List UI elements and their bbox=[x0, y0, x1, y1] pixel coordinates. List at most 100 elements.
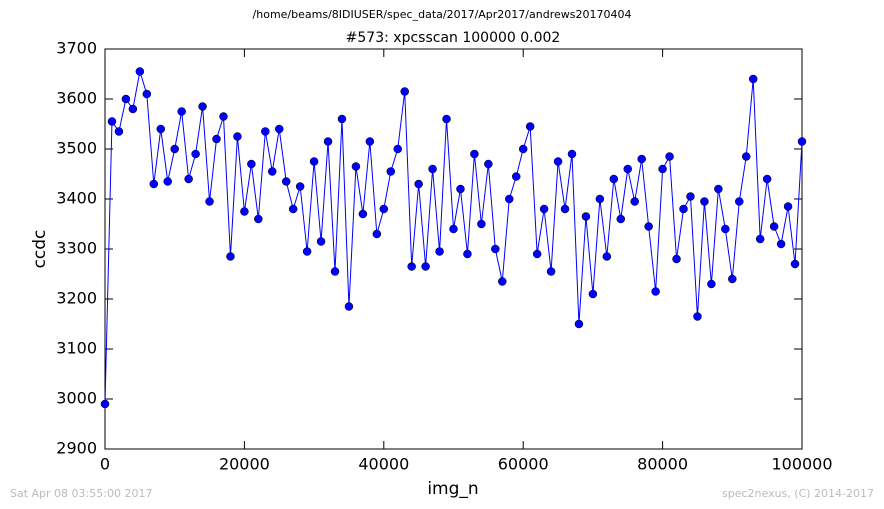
data-point bbox=[344, 302, 354, 311]
data-point bbox=[156, 124, 166, 134]
data-point bbox=[275, 124, 284, 134]
x-tick-label: 60000 bbox=[498, 455, 549, 474]
data-point bbox=[212, 134, 221, 144]
data-line bbox=[104, 71, 803, 405]
data-point bbox=[309, 157, 319, 166]
data-point bbox=[672, 254, 681, 264]
data-point bbox=[574, 319, 584, 329]
data-point bbox=[693, 312, 702, 321]
data-point bbox=[379, 204, 389, 214]
data-point bbox=[163, 177, 172, 186]
data-point bbox=[721, 224, 730, 234]
data-point bbox=[553, 157, 563, 166]
data-point bbox=[407, 262, 416, 271]
x-tick-label: 40000 bbox=[358, 455, 409, 474]
data-point bbox=[651, 287, 660, 296]
data-point bbox=[233, 132, 242, 141]
data-point bbox=[470, 149, 479, 159]
data-point bbox=[386, 167, 396, 176]
data-point bbox=[330, 267, 340, 276]
data-point bbox=[511, 172, 521, 181]
y-tick-label: 3000 bbox=[56, 389, 97, 408]
data-point bbox=[449, 224, 458, 234]
data-point bbox=[281, 177, 291, 186]
data-point bbox=[198, 102, 207, 111]
data-point bbox=[247, 159, 256, 169]
data-point bbox=[658, 164, 667, 174]
data-point bbox=[595, 194, 605, 204]
data-point bbox=[456, 184, 465, 194]
data-point bbox=[421, 262, 430, 271]
data-point bbox=[128, 104, 138, 114]
data-point bbox=[393, 144, 402, 154]
data-point bbox=[714, 184, 723, 194]
data-point bbox=[254, 214, 263, 224]
data-point bbox=[316, 237, 326, 246]
data-point bbox=[637, 154, 646, 164]
data-point bbox=[484, 159, 493, 169]
data-point bbox=[261, 127, 270, 136]
data-point bbox=[428, 164, 437, 174]
data-point bbox=[442, 114, 451, 124]
data-point bbox=[114, 127, 124, 136]
y-tick-label: 3400 bbox=[56, 189, 97, 208]
data-point bbox=[240, 207, 249, 216]
data-point bbox=[588, 289, 598, 299]
x-tick-label: 20000 bbox=[219, 455, 270, 474]
data-point bbox=[302, 247, 312, 256]
data-point bbox=[630, 197, 639, 206]
chart-title: #573: xpcsscan 100000 0.002 bbox=[346, 30, 561, 46]
data-point bbox=[219, 112, 228, 121]
data-point bbox=[686, 192, 695, 201]
data-point bbox=[762, 174, 772, 184]
data-point bbox=[679, 204, 688, 214]
data-point bbox=[700, 197, 709, 206]
data-point bbox=[149, 179, 159, 189]
data-point bbox=[790, 259, 800, 269]
y-tick-label: 2900 bbox=[56, 439, 97, 458]
data-point bbox=[295, 182, 305, 191]
data-point bbox=[769, 222, 779, 231]
x-tick-label: 100000 bbox=[771, 455, 832, 474]
x-tick-label: 80000 bbox=[637, 455, 688, 474]
data-point bbox=[142, 89, 152, 99]
data-point bbox=[323, 137, 333, 146]
data-point bbox=[288, 204, 298, 214]
data-point bbox=[707, 279, 716, 289]
footer-left: Sat Apr 08 03:55:00 2017 bbox=[10, 487, 152, 500]
data-point bbox=[560, 204, 570, 214]
data-point bbox=[121, 94, 131, 104]
data-point bbox=[546, 267, 556, 276]
y-tick-label: 3700 bbox=[56, 39, 97, 58]
plot-frame bbox=[104, 48, 803, 450]
data-point bbox=[797, 137, 807, 146]
suptitle: /home/beams/8IDIUSER/spec_data/2017/Apr2… bbox=[253, 8, 632, 21]
data-point bbox=[498, 277, 507, 286]
data-point bbox=[567, 149, 577, 159]
data-point bbox=[616, 214, 626, 224]
data-point bbox=[609, 174, 619, 184]
data-point bbox=[728, 274, 737, 284]
data-point bbox=[581, 212, 591, 221]
data-point bbox=[755, 234, 765, 244]
y-tick-label: 3100 bbox=[56, 339, 97, 358]
data-point bbox=[351, 162, 361, 171]
x-axis-label: img_n bbox=[427, 479, 478, 499]
data-point bbox=[177, 107, 186, 116]
data-point bbox=[337, 114, 347, 124]
data-point bbox=[184, 174, 193, 184]
data-point bbox=[741, 152, 751, 161]
data-point bbox=[135, 67, 145, 76]
data-point bbox=[100, 399, 110, 409]
data-point bbox=[268, 167, 277, 176]
data-point bbox=[191, 149, 200, 159]
data-point bbox=[463, 249, 472, 259]
data-point bbox=[525, 122, 535, 131]
footer-right: spec2nexus, (C) 2014-2017 bbox=[722, 487, 874, 500]
data-point bbox=[226, 252, 235, 261]
data-point bbox=[170, 144, 179, 154]
y-axis-label: ccdc bbox=[30, 230, 50, 269]
data-point bbox=[414, 179, 423, 189]
y-tick-label: 3500 bbox=[56, 139, 97, 158]
